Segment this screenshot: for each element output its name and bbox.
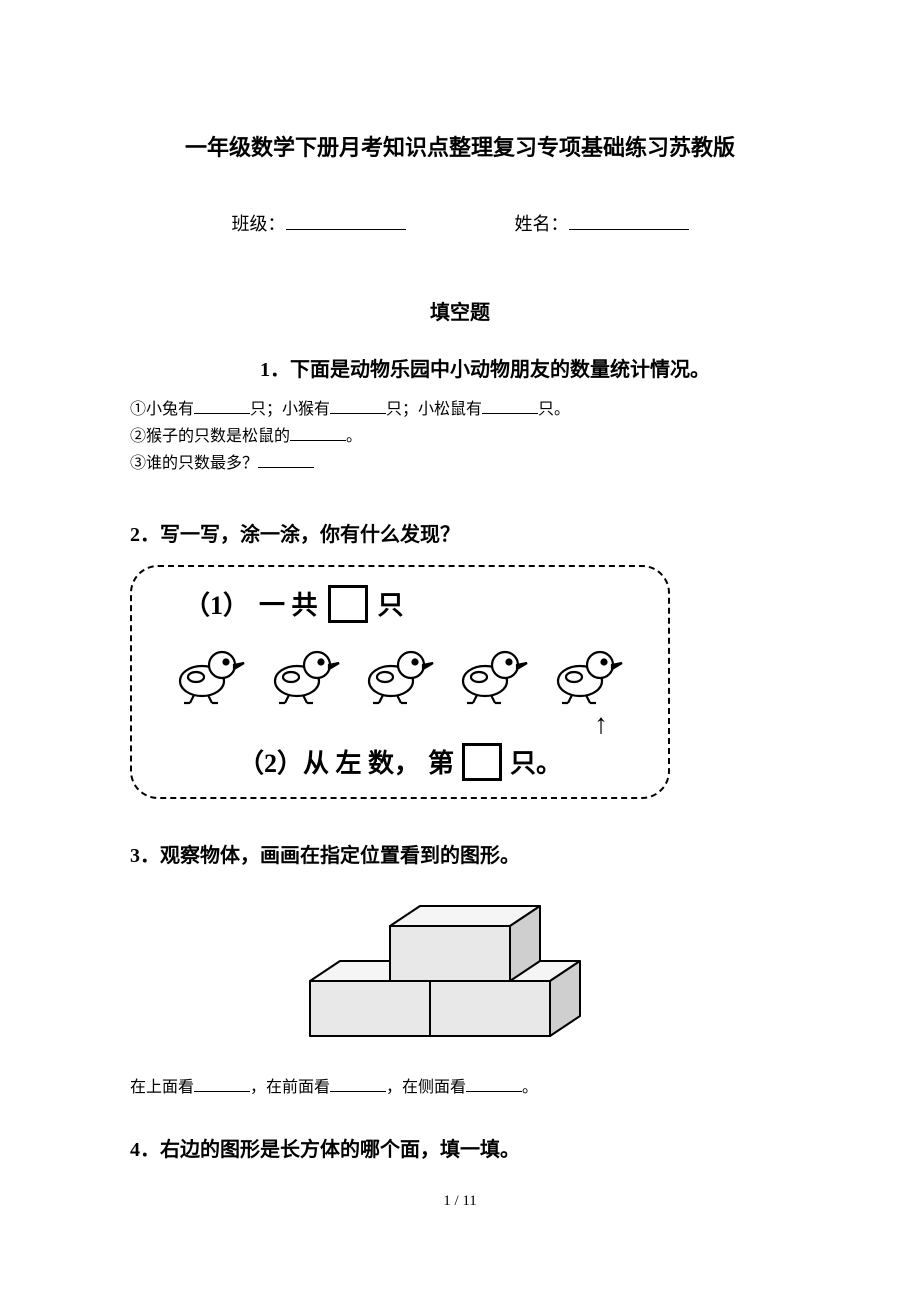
chick-icon [455,637,533,705]
page-title: 一年级数学下册月考知识点整理复习专项基础练习苏教版 [130,130,790,162]
q3-blank-front[interactable] [330,1076,386,1092]
q3-la: 在上面看 [130,1079,194,1096]
arrow-row: ↑ [154,711,646,739]
q2-line2: （2）从 左 数， 第 只。 [154,743,646,781]
q1-blank-rabbit[interactable] [194,398,250,414]
q2-box-total[interactable] [328,585,368,623]
q2-line1: （1） 一 共 只 [184,585,646,623]
q3-lc: ，在侧面看 [386,1079,466,1096]
q2-p1a: （1） [184,585,249,622]
q3-ld: 。 [522,1079,538,1096]
section-heading: 填空题 [130,296,790,325]
q2-p2b: 第 [428,743,454,780]
arrow-up-icon: ↑ [594,711,608,739]
q2-heading: 2．写一写，涂一涂，你有什么发现？ [130,518,790,547]
q3-blank-top[interactable] [194,1076,250,1092]
q3-figure [130,886,790,1061]
name-label: 姓名： [515,214,569,234]
q1-body: ①小兔有 只；小猴有 只；小松鼠有 只。 ②猴子的只数是松鼠的 。 ③谁的只数最多？ [130,396,790,478]
q3-lb: ，在前面看 [250,1079,330,1096]
q1-l1d: 只。 [538,401,570,418]
q1-blank-monkey[interactable] [330,398,386,414]
chick-icon [361,637,439,705]
class-blank[interactable] [286,212,406,230]
student-info-row: 班级： 姓名： [130,210,790,236]
q1-heading: 1．下面是动物乐园中小动物朋友的数量统计情况。 [260,353,790,382]
q2-p2a: （2）从 左 数， [238,743,420,780]
chick-icon [267,637,345,705]
q1-line2: ②猴子的只数是松鼠的 。 [130,423,790,450]
q2-box-ordinal[interactable] [462,743,502,781]
q1-l3a: ③谁的只数最多？ [130,455,258,472]
chick-icon [172,637,250,705]
q2-figure-box: （1） 一 共 只 ↑ （2）从 左 数， 第 只。 [130,565,670,799]
q2-p1c: 只 [378,585,404,622]
chicks-row [154,637,646,705]
q1-line3: ③谁的只数最多？ [130,450,790,477]
q1-l1c: 只；小松鼠有 [386,401,482,418]
q1-l1a: ①小兔有 [130,401,194,418]
name-blank[interactable] [569,212,689,230]
page-number: 1 / 11 [0,1193,920,1210]
q1-l2b: 。 [346,428,362,445]
q1-line1: ①小兔有 只；小猴有 只；小松鼠有 只。 [130,396,790,423]
q3-blank-side[interactable] [466,1076,522,1092]
q1-blank-squirrel[interactable] [482,398,538,414]
q3-heading: 3．观察物体，画画在指定位置看到的图形。 [130,839,790,868]
class-label: 班级： [232,214,286,234]
q1-l2a: ②猴子的只数是松鼠的 [130,428,290,445]
q2-p1b: 一 共 [259,585,318,622]
q1-blank-ratio[interactable] [290,425,346,441]
q1-l1b: 只；小猴有 [250,401,330,418]
q4-heading: 4．右边的图形是长方体的哪个面，填一填。 [130,1133,790,1162]
chick-icon [550,637,628,705]
q1-blank-most[interactable] [258,452,314,468]
q2-p2c: 只。 [510,743,562,780]
q3-answer-line: 在上面看 ，在前面看 ，在侧面看 。 [130,1073,790,1097]
